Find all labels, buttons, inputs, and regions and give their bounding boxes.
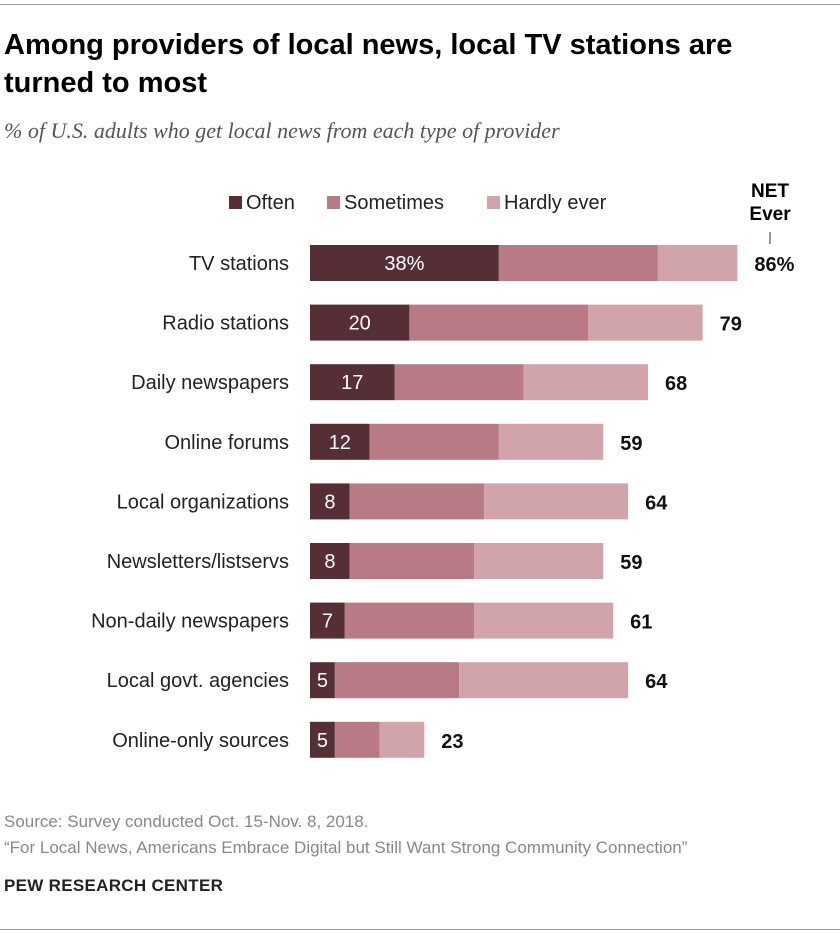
chart-subtitle: % of U.S. adults who get local news from…	[4, 118, 560, 143]
bar-segment-sometimes	[349, 543, 475, 579]
bar-segment-sometimes	[334, 662, 460, 699]
bar-segment-hardly-ever	[379, 721, 425, 758]
net-value-label: 79	[720, 314, 742, 336]
top-rule	[0, 4, 840, 5]
bar-segment-hardly-ever	[523, 364, 648, 401]
often-value-label: 7	[322, 611, 333, 633]
bar-segment-sometimes	[369, 423, 499, 460]
category-label: Daily newspapers	[131, 372, 289, 394]
category-label: Local organizations	[117, 491, 289, 513]
bar-segment-often	[310, 483, 350, 520]
bar-segment-hardly-ever	[483, 483, 629, 520]
net-value-label: 59	[620, 433, 642, 455]
legend-label-1: Sometimes	[344, 192, 444, 214]
legend-label-0: Often	[246, 192, 295, 214]
legend-label-2: Hardly ever	[504, 192, 607, 214]
often-value-label: 5	[317, 670, 328, 692]
often-value-label: 38%	[384, 253, 424, 275]
bar-segment-hardly-ever	[474, 602, 614, 639]
bar-segment-hardly-ever	[657, 245, 738, 281]
net-value-label: 64	[645, 492, 668, 514]
often-value-label: 20	[349, 313, 371, 335]
category-label: Online forums	[165, 432, 290, 454]
often-value-label: 8	[324, 551, 335, 573]
bar-segment-often	[310, 543, 350, 579]
net-value-label: 64	[645, 671, 668, 693]
legend-swatch-2	[487, 196, 500, 209]
organization-logo-text: PEW RESEARCH CENTER	[4, 876, 224, 895]
category-label: Newsletters/listservs	[107, 551, 289, 573]
chart-title: Among providers of local news, local TV …	[4, 29, 733, 99]
bar-segment-sometimes	[334, 721, 380, 758]
bar-segment-often	[310, 662, 335, 699]
category-label: Radio stations	[162, 313, 289, 335]
bar-segment-sometimes	[394, 364, 524, 401]
bar-segment-sometimes	[498, 245, 658, 281]
net-value-label: 59	[620, 552, 642, 574]
source-note: Source: Survey conducted Oct. 15-Nov. 8,…	[4, 812, 369, 831]
legend-swatch-0	[229, 196, 242, 209]
net-header-line: Ever	[749, 204, 791, 225]
bar-segment-sometimes	[344, 602, 475, 639]
bar-segment-hardly-ever	[474, 543, 604, 579]
often-value-label: 12	[329, 432, 351, 454]
bar-segment-often	[310, 245, 499, 281]
bar-segment-sometimes	[349, 483, 484, 520]
bar-segment-hardly-ever	[588, 304, 703, 341]
legend-swatch-1	[327, 196, 340, 209]
net-value-label: 61	[630, 612, 652, 634]
bar-segment-often	[310, 721, 335, 758]
bar-segment-hardly-ever	[498, 423, 604, 460]
category-label: Non-daily newspapers	[91, 611, 289, 633]
category-label: TV stations	[189, 253, 289, 275]
bar-segment-often	[310, 304, 410, 341]
net-value-label: 68	[665, 373, 687, 395]
bar-segment-often	[310, 602, 345, 639]
net-value-label: 86%	[754, 254, 794, 276]
bar-segment-often	[310, 364, 395, 401]
bar-segment-often	[310, 423, 370, 460]
report-title: “For Local News, Americans Embrace Digit…	[4, 838, 688, 857]
bottom-rule	[0, 929, 840, 930]
often-value-label: 8	[324, 491, 335, 513]
net-header-line: NET	[751, 181, 789, 202]
category-label: Local govt. agencies	[107, 670, 289, 692]
category-label: Online-only sources	[112, 730, 289, 752]
bar-segment-hardly-ever	[459, 662, 629, 699]
often-value-label: 5	[317, 730, 328, 752]
bar-segment-sometimes	[409, 304, 589, 341]
often-value-label: 17	[341, 372, 363, 394]
net-value-label: 23	[441, 731, 463, 753]
